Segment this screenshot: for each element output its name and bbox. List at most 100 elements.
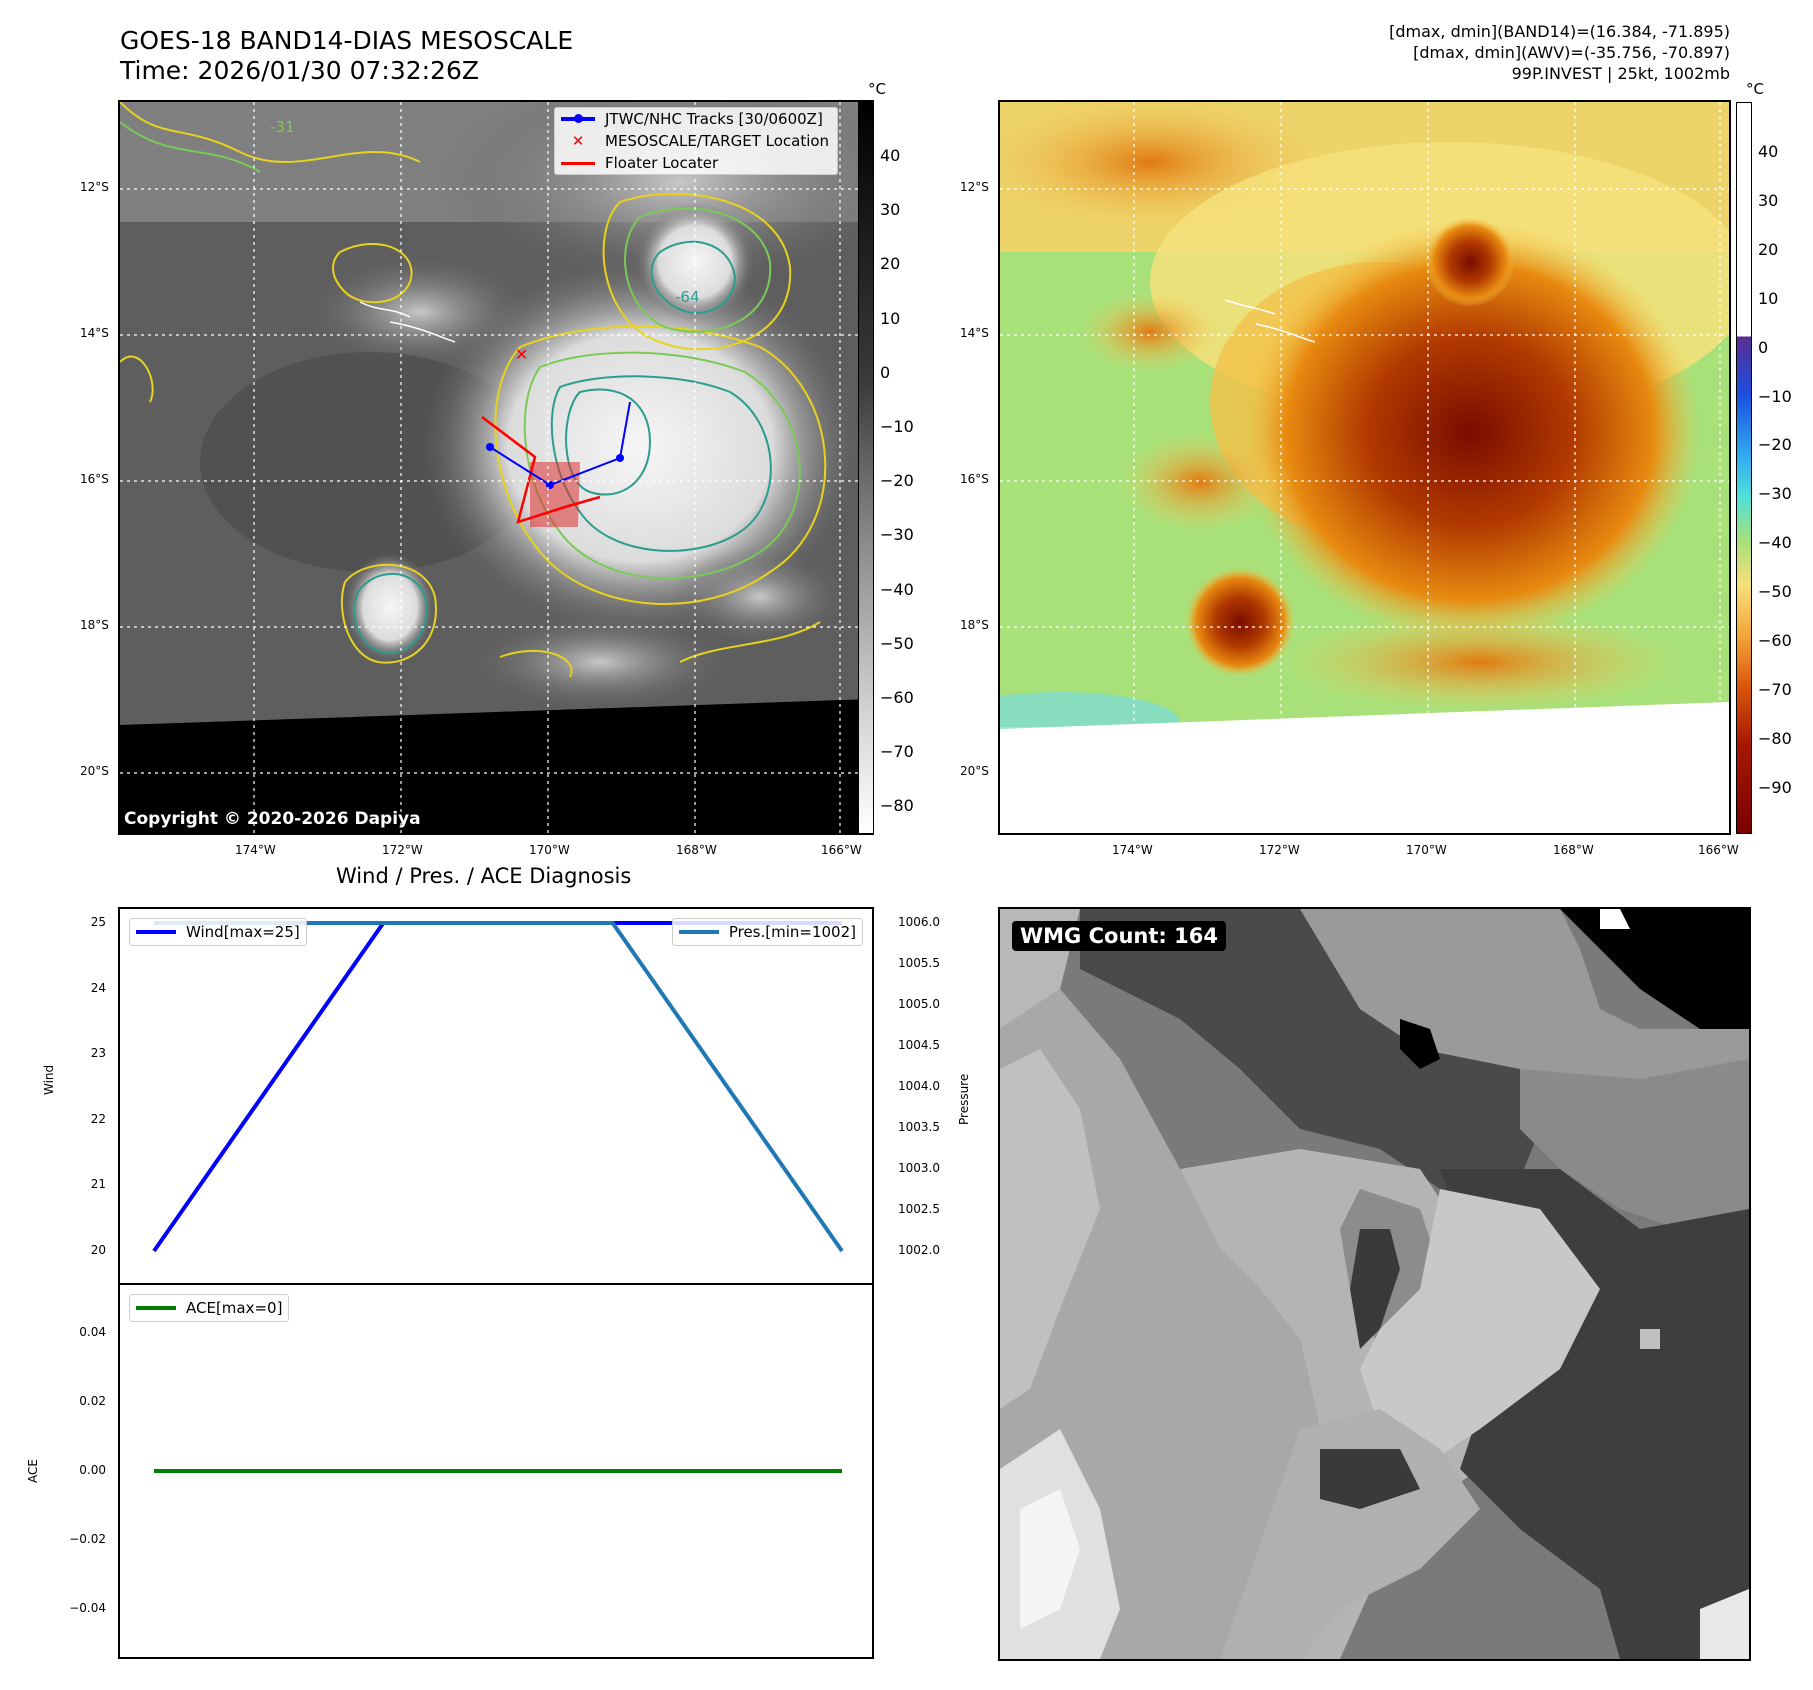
ace-legend-swatch bbox=[136, 1306, 176, 1310]
ir-colorbar-tick: 40 bbox=[880, 146, 901, 165]
wind-pressure-plot bbox=[152, 921, 844, 1253]
awv-colorbar-tick: 10 bbox=[1758, 288, 1779, 308]
wind-tick-label: 22 bbox=[90, 1111, 106, 1126]
ace-axis-label: ACE bbox=[26, 1459, 40, 1483]
awv-colorbar-tick: −50 bbox=[1758, 582, 1792, 602]
awv-colorbar-tick: 20 bbox=[1758, 239, 1779, 259]
awv-map-panel bbox=[998, 100, 1731, 835]
awv-colorbar bbox=[1736, 102, 1752, 834]
ir-colorbar-tick: 0 bbox=[880, 362, 891, 382]
legend-label-floater: Floater Locater bbox=[605, 154, 719, 172]
ace-tick-label: −0.02 bbox=[69, 1532, 106, 1546]
awv-colorbar-tick: 40 bbox=[1758, 142, 1779, 161]
ir-colorbar-tick: −80 bbox=[880, 796, 914, 816]
wind-tick-label: 23 bbox=[90, 1046, 106, 1061]
lat-label: 16°S bbox=[80, 472, 109, 486]
ir-colorbar-tick: 30 bbox=[880, 200, 901, 220]
svg-text:✕: ✕ bbox=[515, 345, 528, 364]
pressure-legend-label: Pres.[min=1002] bbox=[728, 923, 856, 941]
pressure-legend: Pres.[min=1002] bbox=[671, 918, 863, 946]
wind-tick-label: 24 bbox=[90, 980, 106, 995]
wind-tick-label: 25 bbox=[90, 915, 106, 929]
wmg-panel: WMG Count: 164 bbox=[998, 907, 1751, 1661]
lat-label: 18°S bbox=[80, 618, 109, 632]
pressure-series-line bbox=[154, 921, 844, 1253]
ace-tick-label: 0.04 bbox=[79, 1325, 106, 1339]
awv-map bbox=[1000, 102, 1729, 833]
ir-colorbar-unit: °C bbox=[868, 80, 886, 98]
lon-label: 174°W bbox=[235, 843, 276, 857]
legend-label-tracks: JTWC/NHC Tracks [30/0600Z] bbox=[605, 110, 823, 128]
wind-legend-swatch bbox=[136, 930, 176, 934]
ir-colorbar-tick: 20 bbox=[880, 254, 901, 274]
awv-colorbar-tick: −10 bbox=[1758, 386, 1792, 406]
legend-label-target: MESOSCALE/TARGET Location bbox=[605, 132, 830, 150]
wind-legend-label: Wind[max=25] bbox=[186, 923, 300, 941]
lon-label: 172°W bbox=[1259, 843, 1300, 857]
wind-tick-label: 20 bbox=[90, 1243, 106, 1257]
pressure-legend-swatch bbox=[678, 930, 719, 934]
lat-label: 20°S bbox=[960, 764, 989, 778]
lon-label: 166°W bbox=[821, 843, 862, 857]
ace-legend: ACE[max=0] bbox=[129, 1294, 290, 1322]
ace-tick-label: 0.00 bbox=[79, 1463, 106, 1477]
pressure-tick-label: 1006.0 bbox=[898, 915, 940, 929]
wind-series-line bbox=[152, 921, 842, 1253]
map-legend: JTWC/NHC Tracks [30/0600Z] ✕ MESOSCALE/T… bbox=[554, 107, 838, 175]
contour-label-31: -31 bbox=[270, 118, 295, 136]
pressure-tick-label: 1004.0 bbox=[898, 1079, 940, 1093]
awv-colorbar-tick: −60 bbox=[1758, 631, 1792, 650]
ir-colorbar-tick: −30 bbox=[880, 525, 914, 545]
lon-label: 168°W bbox=[1553, 843, 1594, 857]
figure-time: Time: 2026/01/30 07:32:26Z bbox=[120, 56, 479, 85]
ir-colorbar bbox=[858, 102, 874, 834]
wind-legend: Wind[max=25] bbox=[129, 918, 307, 946]
ir-colorbar-tick: −10 bbox=[880, 417, 914, 436]
awv-colorbar-unit: °C bbox=[1746, 80, 1764, 98]
lon-label: 168°W bbox=[676, 843, 717, 857]
legend-item-target: ✕ MESOSCALE/TARGET Location bbox=[555, 130, 837, 152]
pressure-tick-label: 1003.0 bbox=[898, 1161, 940, 1175]
awv-colorbar-tick: −40 bbox=[1758, 533, 1792, 553]
ace-plot bbox=[154, 1469, 842, 1473]
lat-label: 14°S bbox=[960, 326, 989, 340]
ir-colorbar-tick: −70 bbox=[880, 742, 914, 762]
lon-label: 172°W bbox=[382, 843, 423, 857]
floater-line-icon bbox=[561, 161, 595, 165]
lat-label: 20°S bbox=[80, 764, 109, 778]
ir-colorbar-tick: −20 bbox=[880, 471, 914, 491]
copyright-notice: Copyright © 2020-2026 Dapiya bbox=[124, 809, 421, 829]
target-cross-icon: ✕ bbox=[571, 132, 585, 150]
track-line-icon bbox=[561, 114, 595, 123]
lat-label: 12°S bbox=[80, 180, 109, 194]
awv-colorbar-tick: 0 bbox=[1758, 337, 1769, 357]
awv-colorbar-tick: −80 bbox=[1758, 728, 1792, 748]
legend-item-floater: Floater Locater bbox=[555, 152, 837, 174]
wmg-count-badge: WMG Count: 164 bbox=[1012, 921, 1226, 951]
ace-tick-label: −0.04 bbox=[69, 1601, 106, 1615]
lon-label: 170°W bbox=[1406, 843, 1447, 857]
info-storm: 99P.INVEST | 25kt, 1002mb bbox=[1511, 64, 1730, 83]
ir-colorbar-tick: −40 bbox=[880, 579, 914, 599]
wind-tick-label: 21 bbox=[90, 1177, 106, 1192]
lat-label: 16°S bbox=[960, 472, 989, 486]
ir-map-panel: ✕ -31 -64 Copyright © 2020-2026 Dapiya J… bbox=[118, 100, 874, 835]
lon-label: 170°W bbox=[529, 843, 570, 857]
awv-colorbar-tick: −70 bbox=[1758, 679, 1792, 699]
awv-colorbar-tick: −30 bbox=[1758, 484, 1792, 504]
contour-label-64: -64 bbox=[675, 288, 700, 306]
pressure-axis-label: Pressure bbox=[957, 1073, 971, 1125]
lon-label: 174°W bbox=[1112, 843, 1153, 857]
info-band14-range: [dmax, dmin](BAND14)=(16.384, -71.895) bbox=[1389, 22, 1730, 41]
figure-title: GOES-18 BAND14-DIAS MESOSCALE bbox=[120, 26, 574, 55]
ir-map: ✕ -31 -64 bbox=[120, 102, 872, 833]
lat-label: 14°S bbox=[80, 326, 109, 340]
awv-colorbar-tick: −90 bbox=[1758, 777, 1792, 797]
ir-colorbar-tick: −60 bbox=[880, 688, 914, 707]
diagnosis-title: Wind / Pres. / ACE Diagnosis bbox=[336, 864, 632, 888]
lat-label: 18°S bbox=[960, 618, 989, 632]
pressure-tick-label: 1002.5 bbox=[898, 1202, 940, 1216]
ir-colorbar-tick: 10 bbox=[880, 308, 901, 328]
ace-tick-label: 0.02 bbox=[79, 1394, 106, 1408]
ir-colorbar-tick: −50 bbox=[880, 633, 914, 653]
